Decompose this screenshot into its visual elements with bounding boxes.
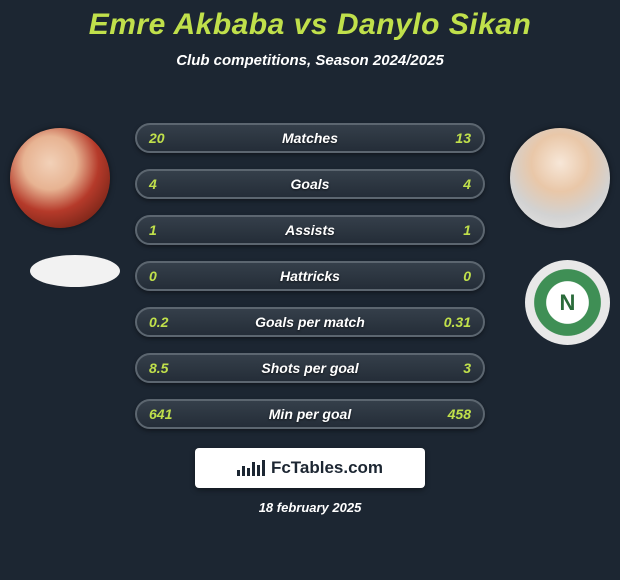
stat-right-value: 1 (431, 222, 471, 238)
stat-right-value: 13 (431, 130, 471, 146)
stat-left-value: 1 (149, 222, 189, 238)
stat-left-value: 8.5 (149, 360, 189, 376)
stat-right-value: 0 (431, 268, 471, 284)
stat-row: 641 Min per goal 458 (135, 399, 485, 429)
stat-left-value: 641 (149, 406, 189, 422)
stat-row: 0 Hattricks 0 (135, 261, 485, 291)
stat-right-value: 3 (431, 360, 471, 376)
stat-left-value: 0 (149, 268, 189, 284)
comparison-rows: 20 Matches 13 4 Goals 4 1 Assists 1 0 Ha… (135, 123, 485, 445)
stat-right-value: 4 (431, 176, 471, 192)
stat-row: 0.2 Goals per match 0.31 (135, 307, 485, 337)
player-right-avatar (510, 128, 610, 228)
player-left-avatar (10, 128, 110, 228)
stat-right-value: 458 (431, 406, 471, 422)
branding-text: FcTables.com (271, 458, 383, 478)
date-label: 18 february 2025 (0, 500, 620, 515)
subtitle: Club competitions, Season 2024/2025 (0, 52, 620, 69)
stat-row: 20 Matches 13 (135, 123, 485, 153)
branding-badge: FcTables.com (195, 448, 425, 488)
bar-chart-icon (237, 460, 265, 476)
stat-row: 4 Goals 4 (135, 169, 485, 199)
player-right-club-badge: N (525, 260, 610, 345)
page-title: Emre Akbaba vs Danylo Sikan (0, 0, 620, 42)
stat-right-value: 0.31 (431, 314, 471, 330)
stat-left-value: 20 (149, 130, 189, 146)
player-left-club-badge (30, 255, 120, 287)
stat-left-value: 0.2 (149, 314, 189, 330)
stat-left-value: 4 (149, 176, 189, 192)
stat-row: 8.5 Shots per goal 3 (135, 353, 485, 383)
stat-row: 1 Assists 1 (135, 215, 485, 245)
